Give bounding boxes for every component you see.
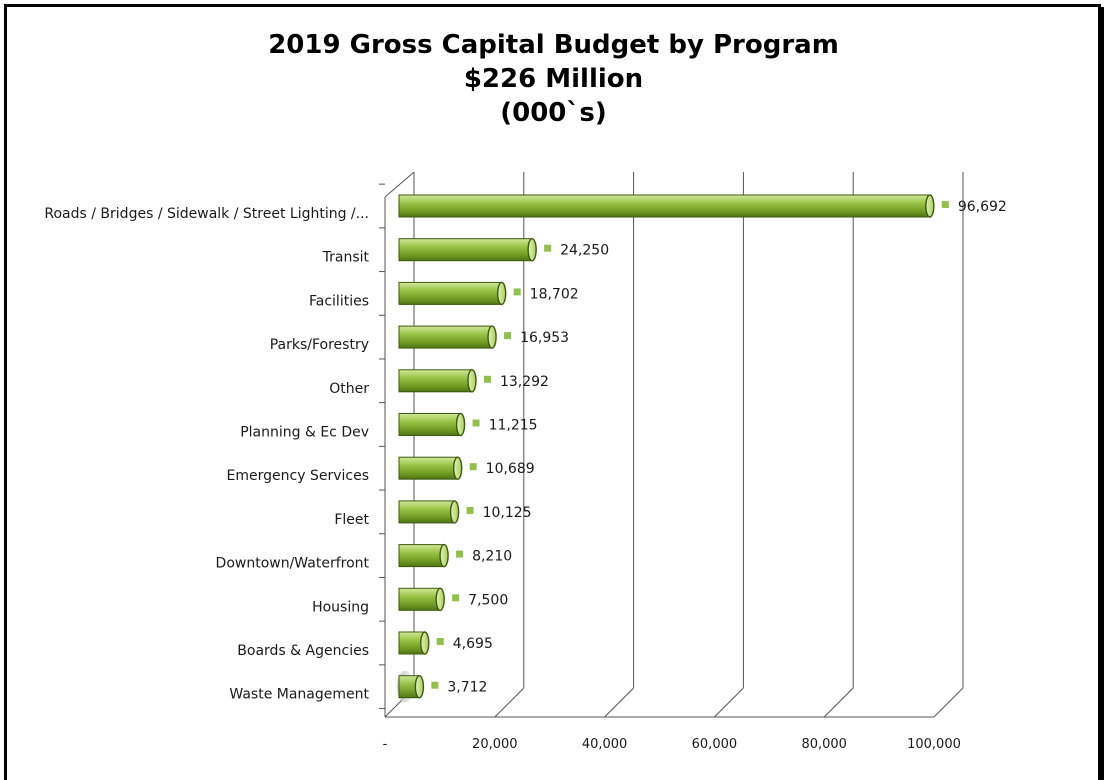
- category-label: Emergency Services: [227, 468, 369, 484]
- bar: [398, 237, 537, 262]
- value-marker: [431, 681, 439, 689]
- x-tick-label: 60,000: [692, 737, 738, 752]
- bar-body: [398, 281, 503, 305]
- value-label: 10,689: [486, 461, 535, 477]
- bar-end-cap: [420, 631, 430, 655]
- bar-body: [398, 238, 533, 262]
- bar: [398, 194, 935, 218]
- floor-gridline: [494, 687, 525, 718]
- category-label: Housing: [312, 599, 369, 615]
- value-marker: [513, 288, 521, 296]
- bar-end-cap: [452, 456, 463, 480]
- value-marker: [544, 244, 552, 252]
- bar: [398, 369, 477, 393]
- floor-gridline: [933, 687, 964, 718]
- category-label: Transit: [322, 250, 370, 266]
- bar: [398, 631, 430, 655]
- wall-edge-line: [384, 171, 415, 198]
- chart-unit-note: (000`s): [500, 98, 607, 128]
- labels-layer: - 20,000 40,000 60,000 80,000 100,000 96,692 Ro…: [44, 199, 1006, 752]
- bar-body: [398, 544, 445, 568]
- category-label: Parks/Forestry: [270, 337, 369, 353]
- value-label: 11,215: [489, 418, 538, 434]
- chart-frame: [4, 4, 1101, 780]
- category-label: Planning & Ec Dev: [240, 425, 369, 441]
- value-marker: [504, 332, 512, 340]
- bar: [398, 281, 507, 306]
- x-tick-label: 80,000: [801, 737, 847, 752]
- x-tick-label: 20,000: [472, 737, 518, 752]
- bar: [398, 675, 425, 699]
- bar: [398, 500, 460, 524]
- bar-end-cap: [435, 587, 445, 611]
- bar-end-cap: [467, 369, 477, 393]
- bar: [398, 543, 449, 568]
- value-marker: [466, 506, 474, 514]
- bar-body: [398, 456, 459, 480]
- category-label: Facilities: [309, 293, 369, 309]
- bar-end-cap: [487, 325, 497, 349]
- bar-end-cap: [925, 194, 935, 218]
- bar-end-cap: [449, 500, 460, 524]
- value-label: 16,953: [520, 330, 569, 346]
- category-label: Downtown/Waterfront: [216, 556, 370, 572]
- bar: [398, 325, 497, 349]
- category-label: Boards & Agencies: [237, 643, 369, 659]
- bar-body: [398, 369, 473, 393]
- category-label: Roads / Bridges / Sidewalk / Street Ligh…: [44, 206, 369, 222]
- value-label: 3,712: [447, 680, 487, 696]
- value-marker: [452, 594, 460, 602]
- value-label: 7,500: [468, 592, 508, 608]
- category-label: Fleet: [334, 512, 369, 528]
- bar-end-cap: [527, 237, 537, 262]
- value-marker: [941, 201, 949, 208]
- bar-body: [398, 500, 456, 524]
- value-label: 4,695: [453, 636, 493, 652]
- bar: [398, 587, 445, 611]
- value-marker: [472, 419, 480, 427]
- chart-title: 2019 Gross Capital Budget by Program: [268, 30, 839, 60]
- floor-gridline: [714, 687, 744, 718]
- bars-layer: [398, 194, 935, 699]
- value-label: 24,250: [560, 243, 609, 259]
- value-label: 18,702: [530, 286, 579, 302]
- value-label: 8,210: [472, 549, 512, 565]
- bar-body: [398, 194, 931, 218]
- bar: [398, 456, 463, 480]
- category-label: Waste Management: [229, 687, 369, 703]
- chart-titles: 2019 Gross Capital Budget by Program $22…: [0, 28, 1107, 130]
- bar-end-cap: [455, 412, 466, 437]
- bar-end-cap: [439, 543, 449, 568]
- bar-end-cap: [496, 281, 507, 306]
- x-tick-label: 40,000: [582, 737, 628, 752]
- value-marker: [483, 375, 491, 383]
- value-marker: [436, 638, 444, 645]
- floor-gridline: [604, 687, 634, 718]
- bar-body: [398, 587, 441, 611]
- chart-subtitle: $226 Million: [463, 64, 644, 94]
- value-label: 96,692: [958, 199, 1007, 215]
- bar-end-cap: [414, 675, 425, 699]
- bar: [398, 412, 466, 437]
- value-marker: [469, 463, 477, 471]
- floor-gridline: [823, 687, 854, 718]
- x-tick-label: 100,000: [907, 737, 961, 752]
- value-label: 10,125: [483, 505, 532, 521]
- bar-body: [398, 413, 462, 436]
- value-marker: [456, 550, 464, 558]
- category-label: Other: [329, 381, 369, 397]
- x-tick-label: -: [383, 737, 388, 752]
- value-label: 13,292: [500, 374, 549, 390]
- bar-body: [398, 325, 493, 349]
